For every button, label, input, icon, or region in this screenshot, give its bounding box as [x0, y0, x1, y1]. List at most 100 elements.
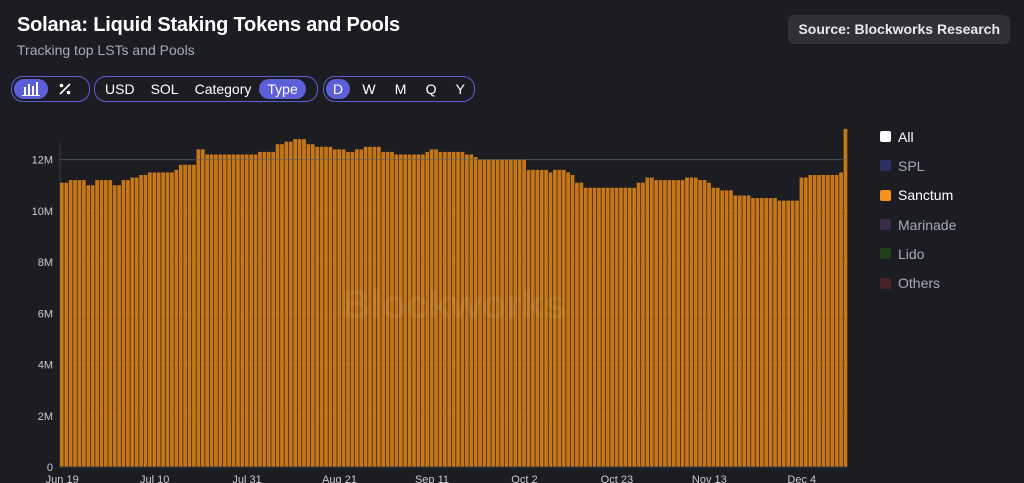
bar[interactable]	[755, 198, 760, 468]
bar[interactable]	[469, 154, 474, 468]
bar[interactable]	[825, 174, 830, 468]
bar[interactable]	[561, 169, 566, 468]
bar[interactable]	[680, 180, 685, 468]
bar[interactable]	[465, 154, 469, 468]
bar[interactable]	[284, 141, 289, 467]
bar[interactable]	[416, 154, 421, 468]
bar[interactable]	[200, 149, 205, 467]
bar[interactable]	[649, 177, 654, 468]
bar[interactable]	[473, 157, 478, 468]
bar[interactable]	[315, 146, 320, 467]
bar[interactable]	[68, 180, 73, 468]
bar[interactable]	[654, 180, 658, 468]
bar[interactable]	[812, 174, 817, 468]
bar[interactable]	[218, 154, 223, 468]
bar[interactable]	[663, 180, 667, 468]
bar[interactable]	[363, 146, 368, 467]
bar[interactable]	[240, 154, 245, 468]
bar[interactable]	[341, 149, 346, 467]
interval-quarter[interactable]: Q	[425, 81, 437, 97]
bar[interactable]	[354, 149, 359, 467]
bar[interactable]	[623, 187, 628, 468]
bar[interactable]	[803, 177, 808, 468]
legend-item-sanctum[interactable]: Sanctum	[880, 181, 956, 210]
bar[interactable]	[126, 180, 130, 468]
tab-category[interactable]: Category	[194, 81, 252, 97]
bar[interactable]	[742, 195, 747, 468]
bar[interactable]	[720, 190, 725, 467]
bar[interactable]	[174, 169, 179, 468]
bar[interactable]	[795, 200, 799, 467]
bar[interactable]	[781, 200, 786, 467]
bar[interactable]	[372, 146, 377, 467]
bar[interactable]	[627, 187, 632, 468]
bar[interactable]	[610, 187, 614, 468]
bar[interactable]	[478, 159, 482, 467]
bar[interactable]	[385, 151, 390, 467]
legend-item-marinade[interactable]: Marinade	[880, 210, 956, 239]
tab-sol[interactable]: SOL	[150, 81, 179, 97]
bar[interactable]	[641, 182, 645, 468]
bar[interactable]	[526, 169, 531, 468]
bar[interactable]	[73, 180, 77, 468]
bar[interactable]	[266, 151, 271, 467]
bar[interactable]	[667, 180, 672, 468]
bar[interactable]	[592, 187, 597, 468]
bar[interactable]	[636, 182, 641, 468]
bar[interactable]	[737, 195, 742, 468]
bar[interactable]	[557, 169, 562, 468]
tab-usd[interactable]: USD	[105, 81, 135, 97]
bar[interactable]	[438, 151, 443, 467]
bar[interactable]	[808, 174, 813, 468]
bar[interactable]	[645, 177, 650, 468]
bar[interactable]	[733, 195, 738, 468]
bar[interactable]	[376, 146, 381, 467]
bar[interactable]	[434, 149, 438, 467]
bar[interactable]	[121, 180, 126, 468]
bar[interactable]	[108, 180, 113, 468]
bar[interactable]	[522, 159, 526, 467]
bar[interactable]	[456, 151, 460, 467]
bar[interactable]	[86, 185, 91, 468]
interval-year[interactable]: Y	[455, 81, 465, 97]
bar[interactable]	[64, 182, 69, 468]
bar[interactable]	[729, 190, 733, 467]
bar[interactable]	[99, 180, 104, 468]
percent-view-button[interactable]	[48, 79, 82, 99]
bar[interactable]	[381, 151, 386, 467]
bar-view-button[interactable]	[14, 79, 48, 99]
bar[interactable]	[746, 195, 751, 468]
bar[interactable]	[350, 151, 355, 467]
bar[interactable]	[759, 198, 764, 468]
bar[interactable]	[148, 172, 152, 468]
bar[interactable]	[702, 180, 707, 468]
bar[interactable]	[117, 185, 121, 468]
bar[interactable]	[531, 169, 535, 468]
bar[interactable]	[830, 174, 835, 468]
bar[interactable]	[407, 154, 412, 468]
bar[interactable]	[724, 190, 729, 467]
bar[interactable]	[196, 149, 201, 467]
bar[interactable]	[130, 177, 135, 468]
bar[interactable]	[412, 154, 416, 468]
bar[interactable]	[271, 151, 276, 467]
bar[interactable]	[773, 198, 777, 468]
bar[interactable]	[398, 154, 403, 468]
bar[interactable]	[244, 154, 249, 468]
bar[interactable]	[95, 180, 99, 468]
bar[interactable]	[588, 187, 592, 468]
bar[interactable]	[337, 149, 342, 467]
bar[interactable]	[658, 180, 663, 468]
bar[interactable]	[685, 177, 689, 468]
interval-day[interactable]: D	[326, 79, 351, 99]
bar[interactable]	[139, 174, 143, 468]
bar[interactable]	[579, 182, 584, 468]
bar[interactable]	[751, 198, 755, 468]
bar[interactable]	[222, 154, 227, 468]
bar[interactable]	[368, 146, 372, 467]
legend-item-all[interactable]: All	[880, 122, 956, 151]
bar[interactable]	[192, 164, 196, 468]
bar[interactable]	[544, 169, 548, 468]
bar[interactable]	[112, 185, 117, 468]
bar[interactable]	[790, 200, 795, 467]
